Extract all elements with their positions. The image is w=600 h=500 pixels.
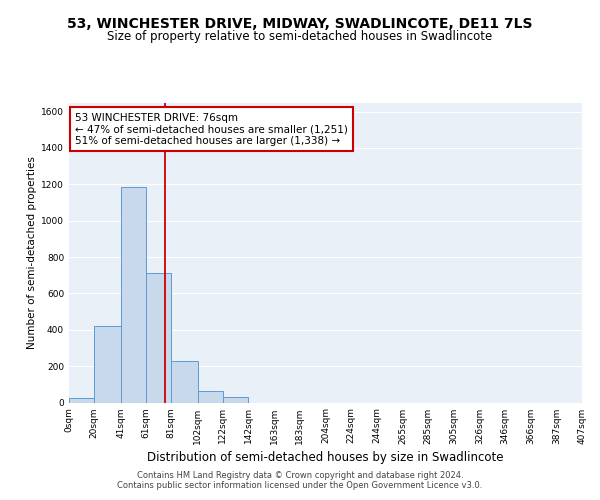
Bar — [69, 398, 94, 402]
Bar — [146, 272, 171, 402]
Y-axis label: Number of semi-detached properties: Number of semi-detached properties — [27, 156, 37, 349]
Bar — [94, 326, 121, 402]
Bar — [171, 360, 197, 403]
Bar — [197, 390, 223, 402]
Text: Contains public sector information licensed under the Open Government Licence v3: Contains public sector information licen… — [118, 482, 482, 490]
Text: 53 WINCHESTER DRIVE: 76sqm
← 47% of semi-detached houses are smaller (1,251)
51%: 53 WINCHESTER DRIVE: 76sqm ← 47% of semi… — [76, 112, 348, 146]
X-axis label: Distribution of semi-detached houses by size in Swadlincote: Distribution of semi-detached houses by … — [147, 450, 504, 464]
Text: 53, WINCHESTER DRIVE, MIDWAY, SWADLINCOTE, DE11 7LS: 53, WINCHESTER DRIVE, MIDWAY, SWADLINCOT… — [67, 18, 533, 32]
Text: Contains HM Land Registry data © Crown copyright and database right 2024.: Contains HM Land Registry data © Crown c… — [137, 472, 463, 480]
Bar — [223, 397, 248, 402]
Bar — [121, 187, 146, 402]
Text: Size of property relative to semi-detached houses in Swadlincote: Size of property relative to semi-detach… — [107, 30, 493, 43]
